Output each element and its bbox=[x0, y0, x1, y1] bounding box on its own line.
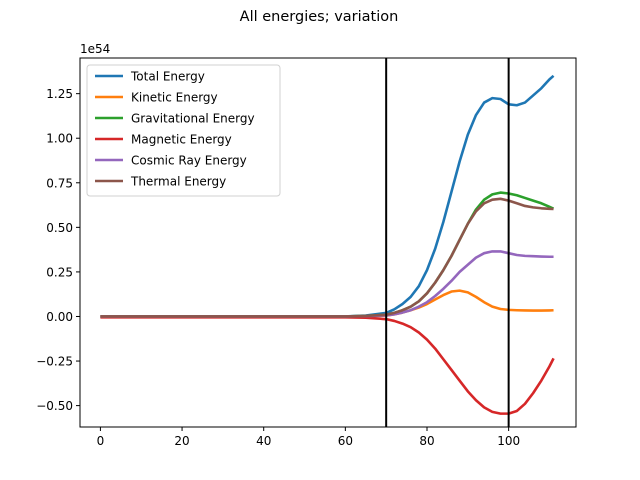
legend-box bbox=[86, 64, 281, 197]
axes-frame bbox=[79, 57, 577, 428]
y-tick-label: 0.25 bbox=[46, 265, 73, 279]
legend-label: Total Energy bbox=[130, 70, 205, 84]
chart-title: All energies; variation bbox=[240, 9, 399, 25]
legend-label: Thermal Energy bbox=[130, 175, 226, 189]
y-tick-label: 0.00 bbox=[46, 310, 73, 324]
y-tick-label: 0.50 bbox=[46, 221, 73, 235]
legend-label: Kinetic Energy bbox=[131, 91, 218, 105]
legend-label: Magnetic Energy bbox=[131, 133, 232, 147]
series-line-3 bbox=[100, 316, 555, 415]
series-line-4 bbox=[100, 250, 554, 318]
y-tick-label: 0.75 bbox=[46, 176, 73, 190]
y-tick-label: 1.25 bbox=[46, 87, 73, 101]
x-axis: 0 20 40 60 80 100 bbox=[97, 427, 520, 448]
y-tick-label: −0.25 bbox=[36, 355, 73, 369]
series-line-1 bbox=[100, 289, 554, 318]
y-axis-offset-label: 1e54 bbox=[80, 42, 110, 56]
x-tick-label: 20 bbox=[174, 434, 189, 448]
x-tick-label: 100 bbox=[497, 434, 520, 448]
x-tick-label: 80 bbox=[419, 434, 434, 448]
plot-area bbox=[100, 58, 555, 427]
legend: Total Energy Kinetic Energy Gravitational … bbox=[86, 64, 281, 197]
series-line-2 bbox=[100, 191, 555, 318]
legend-label: Cosmic Ray Energy bbox=[131, 154, 247, 168]
y-axis: −0.50 −0.25 0.00 0.25 0.50 0.75 1.00 1.25 bbox=[36, 87, 80, 413]
x-tick-label: 0 bbox=[97, 434, 105, 448]
legend-label: Gravitational Energy bbox=[131, 112, 255, 126]
y-tick-label: 1.00 bbox=[46, 132, 73, 146]
y-tick-label: −0.50 bbox=[36, 399, 73, 413]
series-line-5 bbox=[100, 197, 554, 318]
x-tick-label: 60 bbox=[338, 434, 353, 448]
x-tick-label: 40 bbox=[256, 434, 271, 448]
